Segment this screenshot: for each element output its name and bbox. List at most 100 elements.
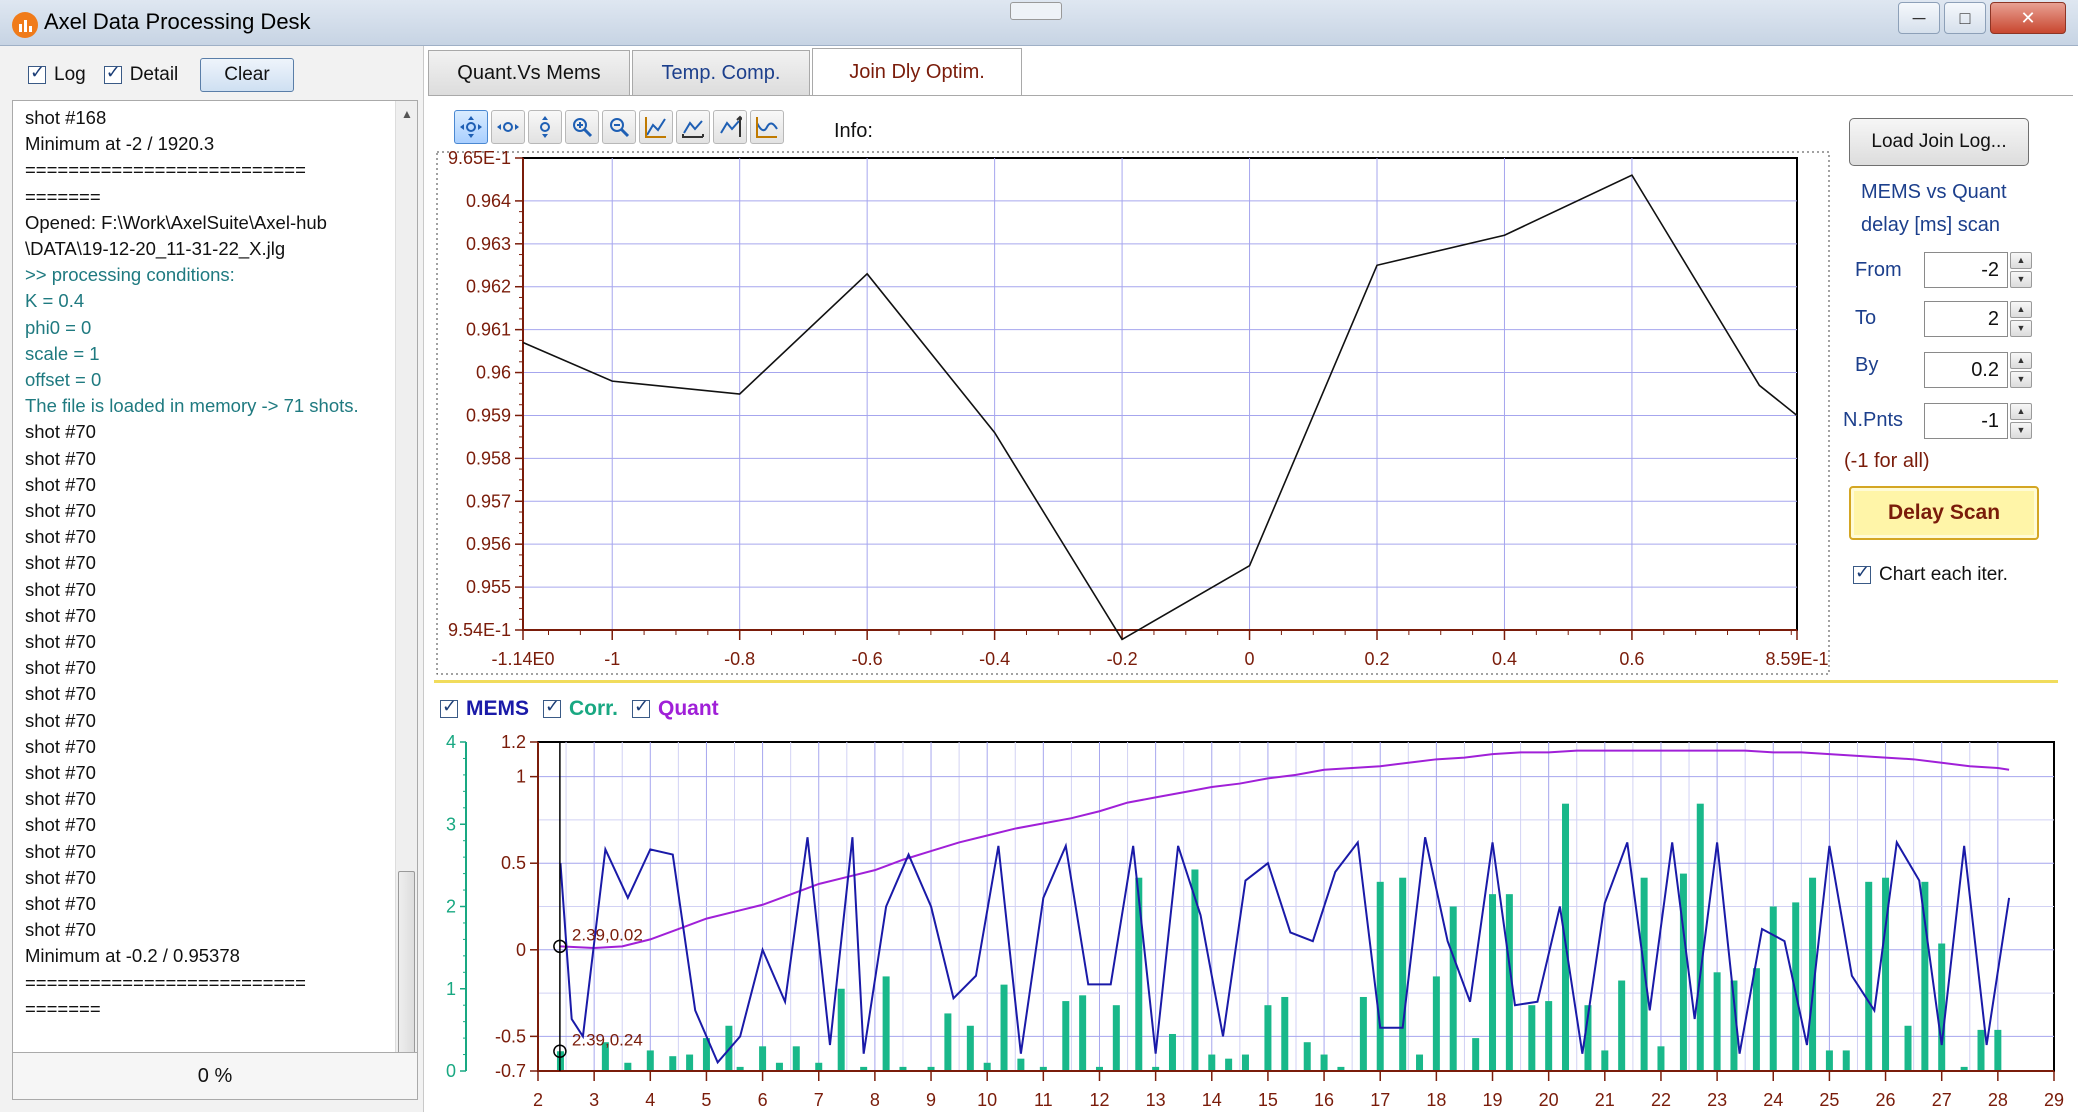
corr-bar bbox=[860, 1066, 868, 1071]
minimize-button[interactable]: ─ bbox=[1898, 2, 1940, 34]
spin-up-icon[interactable]: ▲ bbox=[2010, 301, 2032, 318]
load-join-log-button[interactable]: Load Join Log... bbox=[1849, 118, 2029, 166]
scroll-thumb[interactable] bbox=[398, 871, 415, 1081]
corr-bar bbox=[1264, 1005, 1272, 1071]
spin-up-icon[interactable]: ▲ bbox=[2010, 252, 2032, 269]
x-tick-label: 19 bbox=[1483, 1090, 1503, 1106]
log-textbox[interactable]: shot #168 Minimum at -2 / 1920.3 =========… bbox=[12, 100, 418, 1090]
from-input[interactable]: -2 bbox=[1924, 252, 2008, 288]
quant-legend-label: Quant bbox=[658, 697, 719, 720]
corr-bar bbox=[1865, 881, 1873, 1071]
tab-quant-vs-mems[interactable]: Quant.Vs Mems bbox=[428, 50, 630, 96]
splitter[interactable] bbox=[434, 680, 2058, 683]
autoscale-y-button[interactable] bbox=[713, 110, 747, 144]
fit-icon bbox=[756, 117, 778, 138]
delay-scan-chart[interactable]: 9.65E-1 0.964 0.963 0.962 0.961 0.96 0.959 0.95… bbox=[432, 100, 1832, 680]
log-checkbox[interactable]: ✓ bbox=[28, 62, 46, 84]
log-line: shot #70 bbox=[25, 762, 96, 783]
log-scrollbar[interactable]: ▲ ▼ bbox=[395, 101, 417, 1089]
corr-bar bbox=[1281, 996, 1289, 1071]
window-grip bbox=[1010, 2, 1062, 20]
y-tick-label: -0.7 bbox=[495, 1061, 526, 1081]
chart-each-iter-checkbox[interactable]: ✓ bbox=[1853, 562, 1871, 584]
autoscale-button[interactable] bbox=[639, 110, 673, 144]
y-tick-label: 0.963 bbox=[466, 234, 511, 254]
y-tick-label: 1 bbox=[446, 979, 456, 999]
log-line: shot #70 bbox=[25, 814, 96, 836]
scroll-up-icon[interactable]: ▲ bbox=[401, 107, 413, 121]
y-tick-label: 3 bbox=[446, 814, 456, 834]
y-tick-label: -0.5 bbox=[495, 1026, 526, 1046]
autoscale-x-button[interactable] bbox=[676, 110, 710, 144]
pan-button[interactable] bbox=[454, 110, 488, 144]
quant-checkbox[interactable]: ✓ bbox=[632, 696, 651, 718]
tab-temp-comp[interactable]: Temp. Comp. bbox=[632, 50, 810, 96]
corr-bar bbox=[1191, 869, 1199, 1071]
signals-chart[interactable]: 2 3 4 5 6 7 8 9 10 11 12 13 14 15 16 17 18 19 20 21 22 23 24 25… bbox=[432, 726, 2072, 1106]
checkmark-icon: ✓ bbox=[442, 696, 458, 716]
y-tick-label: 0.5 bbox=[501, 853, 526, 873]
progress-bar: 0 % bbox=[12, 1052, 418, 1100]
corr-bar bbox=[1584, 1005, 1592, 1071]
x-tick-label: 0.4 bbox=[1492, 649, 1517, 669]
delay-scan-button[interactable]: Delay Scan bbox=[1849, 486, 2039, 540]
log-line: shot #70 bbox=[25, 604, 96, 626]
tab-label: Join Dly Optim. bbox=[849, 61, 985, 83]
log-line: \DATA\19-12-20_11-31-22_X.jlg bbox=[25, 238, 286, 259]
spin-up-icon[interactable]: ▲ bbox=[2010, 352, 2032, 369]
zoom-in-icon bbox=[573, 118, 593, 138]
mems-checkbox[interactable]: ✓ bbox=[440, 696, 458, 718]
pan-horizontal-button[interactable] bbox=[491, 110, 525, 144]
by-spinner[interactable]: ▲ ▼ bbox=[2010, 352, 2032, 388]
corr-bar bbox=[882, 976, 890, 1071]
spin-up-icon[interactable]: ▲ bbox=[2010, 403, 2032, 420]
zoom-out-button[interactable] bbox=[602, 110, 636, 144]
cursor-marker[interactable] bbox=[553, 939, 567, 954]
log-options: ✓ Log ✓ Detail bbox=[28, 62, 196, 86]
log-line: shot #70 bbox=[25, 500, 96, 521]
close-button[interactable]: ✕ bbox=[1990, 2, 2066, 34]
corr-bar bbox=[792, 1046, 800, 1071]
maximize-button[interactable]: □ bbox=[1944, 2, 1986, 34]
by-input[interactable]: 0.2 bbox=[1924, 352, 2008, 388]
x-tick-label: -0.2 bbox=[1107, 649, 1138, 669]
from-spinner[interactable]: ▲ ▼ bbox=[2010, 252, 2032, 288]
spin-down-icon[interactable]: ▼ bbox=[2010, 422, 2032, 439]
x-tick-label: 2 bbox=[533, 1090, 543, 1106]
clear-button[interactable]: Clear bbox=[200, 58, 294, 92]
corr-bar bbox=[1825, 1050, 1833, 1071]
corr-bar bbox=[1432, 976, 1440, 1071]
spin-down-icon[interactable]: ▼ bbox=[2010, 371, 2032, 388]
to-spinner[interactable]: ▲ ▼ bbox=[2010, 301, 2032, 337]
to-input[interactable]: 2 bbox=[1924, 301, 2008, 337]
corr-checkbox[interactable]: ✓ bbox=[543, 696, 561, 718]
corr-bar bbox=[1921, 881, 1929, 1071]
x-tick-label: 3 bbox=[589, 1090, 599, 1106]
fit-button[interactable] bbox=[750, 110, 784, 144]
corr-bar bbox=[1416, 1054, 1424, 1071]
log-line: shot #70 bbox=[25, 421, 96, 443]
corr-bar bbox=[624, 1062, 632, 1071]
corr-bar bbox=[837, 988, 845, 1071]
corr-bar bbox=[1752, 968, 1760, 1071]
zoom-in-button[interactable] bbox=[565, 110, 599, 144]
cursor-marker[interactable] bbox=[553, 1044, 567, 1059]
corr-bar bbox=[1062, 1001, 1070, 1071]
y-tick-label: 0.961 bbox=[466, 320, 511, 340]
corr-bar bbox=[1618, 980, 1626, 1071]
log-line: ======= bbox=[25, 997, 101, 1019]
spin-down-icon[interactable]: ▼ bbox=[2010, 271, 2032, 288]
y-tick-label: 0.959 bbox=[466, 405, 511, 425]
x-tick-label: 8 bbox=[870, 1090, 880, 1106]
detail-checkbox[interactable]: ✓ bbox=[103, 62, 122, 84]
npnts-spinner[interactable]: ▲ ▼ bbox=[2010, 403, 2032, 439]
checkmark-icon: ✓ bbox=[30, 62, 46, 82]
pan-vertical-button[interactable] bbox=[528, 110, 562, 144]
tab-join-dly-optim[interactable]: Join Dly Optim. bbox=[812, 48, 1022, 96]
corr-bar bbox=[1696, 803, 1704, 1071]
y-tick-label: 0.958 bbox=[466, 448, 511, 468]
corr-bar bbox=[1017, 1058, 1025, 1071]
y-tick-label: 4 bbox=[446, 732, 456, 752]
npnts-input[interactable]: -1 bbox=[1924, 403, 2008, 439]
spin-down-icon[interactable]: ▼ bbox=[2010, 320, 2032, 337]
